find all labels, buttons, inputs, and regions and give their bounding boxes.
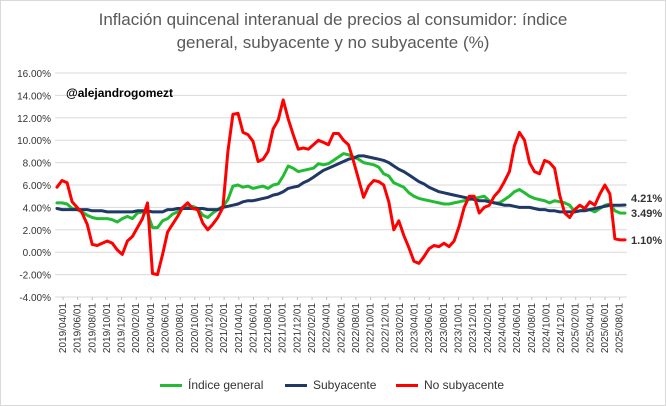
y-tick-label: -2.00% (19, 271, 51, 282)
x-tick-label: 2022/08/01 (351, 303, 362, 353)
legend: Índice general Subyacente No subyacente (0, 376, 666, 394)
x-tick-label: 2023/08/01 (439, 303, 450, 353)
legend-item-indice-general: Índice general (160, 378, 263, 392)
x-tick-label: 2019/12/01 (117, 303, 128, 353)
grid-lines (55, 72, 627, 298)
legend-label-subyacente: Subyacente (313, 378, 377, 392)
x-tick-label: 2019/06/01 (73, 303, 84, 353)
x-tick-label: 2019/10/01 (102, 303, 113, 353)
x-tick-label: 2021/04/01 (234, 303, 245, 353)
x-tick-label: 2019/08/01 (87, 303, 98, 353)
x-tick-label: 2020/04/01 (146, 303, 157, 353)
y-tick-label: 2.00% (23, 226, 51, 237)
x-tick-label: 2024/12/01 (556, 303, 567, 353)
x-tick-label: 2024/06/01 (512, 303, 523, 353)
y-tick-label: -4.00% (19, 293, 51, 304)
watermark-handle: @alejandrogomezt (66, 86, 174, 100)
legend-swatch-indice-general (160, 383, 182, 387)
x-tick-label: 2019/04/01 (58, 303, 69, 353)
chart-title-line-1: Inflación quincenal interanual de precio… (98, 10, 568, 29)
chart-title-line-2: general, subyacente y no subyacente (%) (176, 33, 490, 52)
x-tick-label: 2022/02/01 (307, 303, 318, 353)
x-tick-label: 2025/08/01 (615, 303, 626, 353)
y-axis-tick-labels: 16.00% 14.00% 12.00% 10.00% 8.00% 6.00% 4.00% 2… (17, 69, 51, 304)
x-tick-label: 2023/02/01 (395, 303, 406, 353)
x-tick-label: 2022/12/01 (380, 303, 391, 353)
x-tick-label: 2021/08/01 (263, 303, 274, 353)
x-tick-label: 2024/02/01 (483, 303, 494, 353)
series-line-0 (55, 152, 627, 230)
series-line-2 (55, 98, 627, 277)
x-tick-label: 2020/12/01 (204, 303, 215, 353)
y-tick-label: 6.00% (23, 181, 51, 192)
x-tick-label: 2025/02/01 (571, 303, 582, 353)
y-tick-label: 12.00% (17, 114, 51, 125)
x-tick-label: 2024/10/01 (541, 303, 552, 353)
x-axis-tick-labels: 2019/04/01 2019/06/01 2019/08/01 2019/10/01… (58, 297, 626, 353)
x-tick-label: 2023/12/01 (468, 303, 479, 353)
end-label: 4.21% (631, 193, 662, 205)
legend-swatch-no-subyacente (396, 383, 418, 387)
y-tick-label: 8.00% (23, 159, 51, 170)
x-tick-label: 2025/06/01 (600, 303, 611, 353)
x-tick-label: 2023/10/01 (454, 303, 465, 353)
x-tick-label: 2022/04/01 (322, 303, 333, 353)
legend-item-no-subyacente: No subyacente (396, 378, 504, 392)
y-tick-label: 0.00% (23, 248, 51, 259)
legend-item-subyacente: Subyacente (285, 378, 376, 392)
x-tick-label: 2020/10/01 (190, 303, 201, 353)
legend-label-indice-general: Índice general (188, 378, 264, 392)
chart-title: Inflación quincenal interanual de precio… (40, 8, 626, 54)
x-tick-label: 2024/04/01 (497, 303, 508, 353)
end-label: 3.49% (631, 208, 662, 220)
x-tick-label: 2020/02/01 (131, 303, 142, 353)
end-value-labels: 4.21% 3.49% 1.10% (631, 193, 662, 247)
x-tick-label: 2020/06/01 (161, 303, 172, 353)
legend-label-no-subyacente: No subyacente (424, 378, 505, 392)
x-tick-label: 2021/12/01 (292, 303, 303, 353)
x-tick-label: 2022/10/01 (366, 303, 377, 353)
x-tick-label: 2025/04/01 (585, 303, 596, 353)
x-tick-label: 2022/06/01 (336, 303, 347, 353)
y-tick-label: 14.00% (17, 91, 51, 102)
legend-swatch-subyacente (285, 383, 307, 387)
x-tick-label: 2021/10/01 (278, 303, 289, 353)
series-lines (55, 98, 627, 277)
y-tick-label: 4.00% (23, 203, 51, 214)
x-tick-label: 2021/02/01 (219, 303, 230, 353)
y-tick-label: 10.00% (17, 136, 51, 147)
x-tick-label: 2024/08/01 (527, 303, 538, 353)
end-label: 1.10% (631, 235, 662, 247)
x-tick-label: 2021/06/01 (248, 303, 259, 353)
y-tick-label: 16.00% (17, 69, 51, 80)
x-tick-label: 2020/08/01 (175, 303, 186, 353)
x-tick-label: 2023/06/01 (424, 303, 435, 353)
x-tick-label: 2023/04/01 (410, 303, 421, 353)
series-line-1 (55, 154, 627, 214)
